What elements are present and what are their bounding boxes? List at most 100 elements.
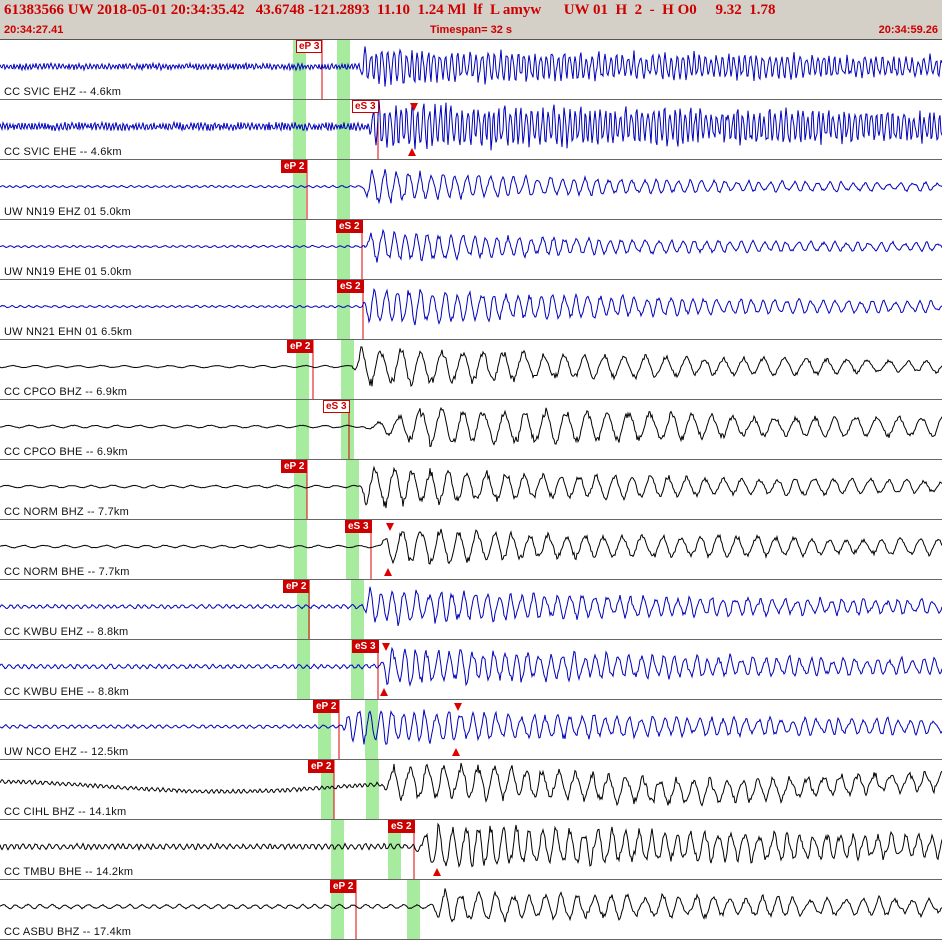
seismogram-trace [0, 709, 942, 746]
seismogram-trace [0, 762, 942, 807]
trace-row: eP 2 CC ASBU BHZ -- 17.4km [0, 880, 942, 940]
phase-pick-flag[interactable]: eS 3 [352, 640, 379, 653]
seismogram-trace [0, 465, 942, 509]
waveform-plot[interactable] [0, 760, 942, 819]
pick-window-band [293, 100, 306, 159]
seismogram-trace [0, 346, 942, 388]
pick-window-band [294, 460, 307, 519]
waveform-plot[interactable] [0, 580, 942, 639]
pick-window-band [346, 520, 359, 579]
timespan-label: Timespan= 32 s [429, 24, 513, 36]
pick-window-band [294, 520, 307, 579]
trace-label: UW NN19 EHE 01 5.0km [4, 266, 132, 278]
waveform-plot[interactable] [0, 280, 942, 339]
waveform-plot[interactable] [0, 340, 942, 399]
pick-window-band [351, 640, 364, 699]
waveform-plot[interactable] [0, 520, 942, 579]
trace-row: eP 2 CC NORM BHZ -- 7.7km [0, 460, 942, 520]
coda-marker-icon[interactable] [386, 523, 394, 531]
trace-label: UW NN19 EHZ 01 5.0km [4, 206, 131, 218]
seismogram-trace [0, 528, 942, 565]
phase-pick-flag[interactable]: eP 2 [313, 700, 340, 713]
coda-marker-icon[interactable] [384, 568, 392, 576]
waveform-plot[interactable] [0, 160, 942, 219]
waveform-plot[interactable] [0, 640, 942, 699]
pick-window-band [388, 820, 401, 879]
trace-row: eP 2 CC KWBU EHZ -- 8.8km [0, 580, 942, 640]
seismogram-trace [0, 822, 942, 868]
pick-window-band [341, 400, 354, 459]
waveform-plot[interactable] [0, 220, 942, 279]
trace-row: eS 3 CC KWBU EHE -- 8.8km [0, 640, 942, 700]
phase-pick-flag[interactable]: eS 3 [345, 520, 372, 533]
trace-label: CC CPCO BHZ -- 6.9km [4, 386, 128, 398]
pick-window-band [321, 760, 334, 819]
window-end-time: 20:34:59.26 [878, 24, 938, 36]
pick-window-band [341, 340, 354, 399]
coda-marker-icon[interactable] [454, 703, 462, 711]
pick-window-band [337, 160, 350, 219]
trace-label: CC SVIC EHZ -- 4.6km [4, 86, 122, 98]
pick-window-band [331, 820, 344, 879]
phase-pick-flag[interactable]: eP 2 [308, 760, 335, 773]
trace-row: eS 3 CC NORM BHE -- 7.7km [0, 520, 942, 580]
seismogram-trace [0, 228, 942, 263]
coda-marker-icon[interactable] [410, 103, 418, 111]
waveform-plot[interactable] [0, 460, 942, 519]
trace-label: CC TMBU BHE -- 14.2km [4, 866, 134, 878]
pick-window-band [337, 40, 350, 99]
waveform-plot[interactable] [0, 400, 942, 459]
trace-label: UW NCO EHZ -- 12.5km [4, 746, 129, 758]
trace-list: eP 3 CC SVIC EHZ -- 4.6km eS 3 CC SVIC EHE … [0, 40, 942, 940]
trace-row: eS 2 CC TMBU BHE -- 14.2km [0, 820, 942, 880]
pick-window-band [296, 400, 309, 459]
waveform-plot[interactable] [0, 820, 942, 879]
seismogram-trace [0, 646, 942, 687]
pick-window-band [293, 220, 306, 279]
trace-row: eS 3 CC CPCO BHE -- 6.9km [0, 400, 942, 460]
trace-label: CC CIHL BHZ -- 14.1km [4, 806, 127, 818]
event-summary: 61383566 UW 2018-05-01 20:34:35.42 43.67… [4, 2, 776, 18]
trace-row: eP 2 CC CPCO BHZ -- 6.9km [0, 340, 942, 400]
pick-window-band [331, 880, 344, 939]
phase-pick-flag[interactable]: eS 2 [336, 220, 363, 233]
waveform-plot[interactable] [0, 40, 942, 99]
trace-label: CC CPCO BHE -- 6.9km [4, 446, 128, 458]
phase-pick-flag[interactable]: eS 2 [337, 280, 364, 293]
trace-label: CC KWBU EHE -- 8.8km [4, 686, 130, 698]
time-axis-bar: 20:34:27.41 Timespan= 32 s 20:34:59.26 [0, 21, 942, 39]
waveform-plot[interactable] [0, 700, 942, 759]
phase-pick-flag[interactable]: eS 2 [388, 820, 415, 833]
trace-label: CC SVIC EHE -- 4.6km [4, 146, 122, 158]
coda-marker-icon[interactable] [433, 868, 441, 876]
phase-pick-flag[interactable]: eP 2 [281, 160, 308, 173]
waveform-plot[interactable] [0, 880, 942, 939]
phase-pick-flag[interactable]: eP 2 [281, 460, 308, 473]
trace-row: eS 2 UW NN19 EHE 01 5.0km [0, 220, 942, 280]
phase-pick-flag[interactable]: eS 3 [323, 400, 350, 413]
coda-marker-icon[interactable] [408, 148, 416, 156]
trace-row: eP 2 UW NN19 EHZ 01 5.0km [0, 160, 942, 220]
pick-window-band [337, 100, 350, 159]
trace-row: eP 3 CC SVIC EHZ -- 4.6km [0, 40, 942, 100]
pick-window-band [293, 160, 306, 219]
phase-pick-flag[interactable]: eS 3 [352, 100, 379, 113]
pick-window-band [297, 580, 310, 639]
pick-window-band [407, 880, 420, 939]
coda-marker-icon[interactable] [382, 643, 390, 651]
pick-window-band [337, 220, 350, 279]
phase-pick-flag[interactable]: eP 2 [287, 340, 314, 353]
waveform-plot[interactable] [0, 100, 942, 159]
coda-marker-icon[interactable] [452, 748, 460, 756]
coda-marker-icon[interactable] [380, 688, 388, 696]
pick-window-band [293, 280, 306, 339]
trace-row: eS 2 UW NN21 EHN 01 6.5km [0, 280, 942, 340]
phase-pick-flag[interactable]: eP 3 [296, 40, 323, 53]
event-header: 61383566 UW 2018-05-01 20:34:35.42 43.67… [0, 0, 942, 40]
phase-pick-flag[interactable]: eP 2 [330, 880, 357, 893]
pick-window-band [346, 460, 359, 519]
phase-pick-flag[interactable]: eP 2 [283, 580, 310, 593]
pick-window-band [318, 700, 331, 759]
seismogram-trace [0, 888, 942, 923]
